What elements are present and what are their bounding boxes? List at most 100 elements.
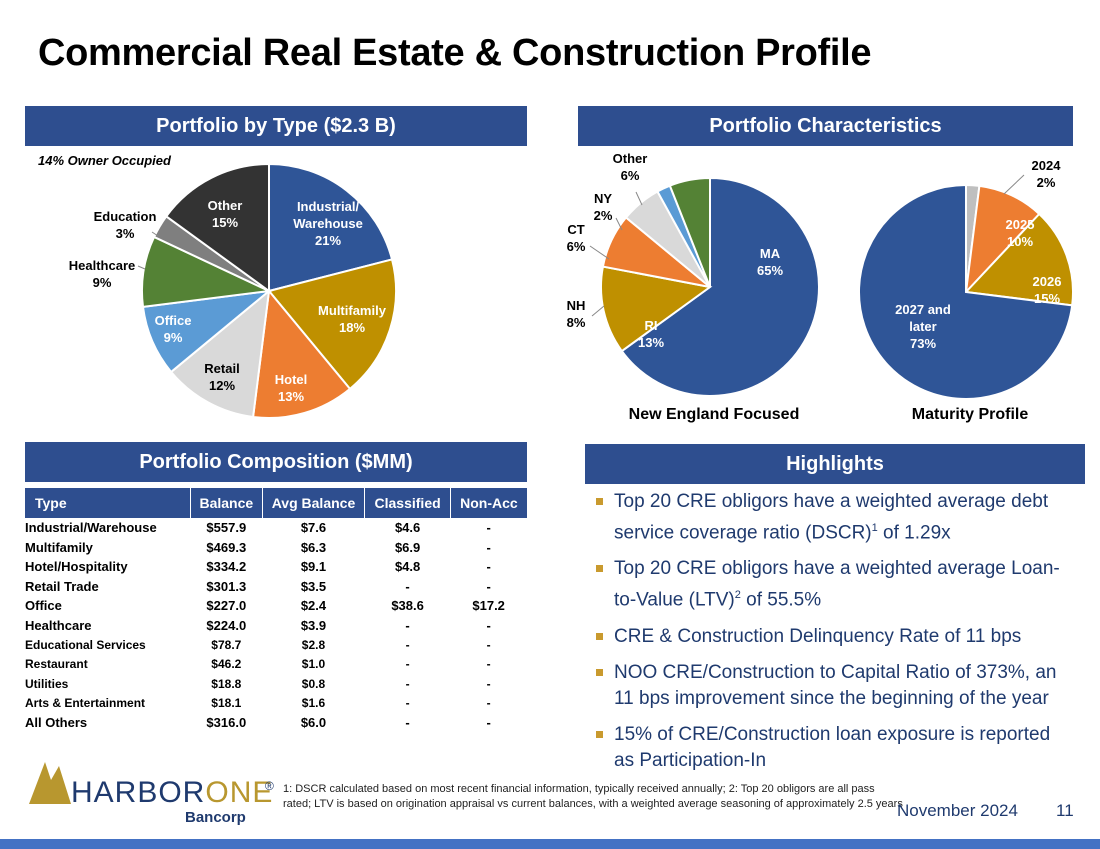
table-cell-avg-balance: $6.0 <box>300 715 327 731</box>
table-cell-balance: $46.2 <box>211 657 242 672</box>
section-header-highlights: Highlights <box>585 444 1085 484</box>
table-row: Multifamily $469.3 $6.3 $6.9 - <box>25 538 527 558</box>
table-cell-type: Retail Trade <box>25 578 99 594</box>
logo-name-part1: HARBOR <box>71 776 205 809</box>
table-cell-classified: $4.6 <box>394 520 421 536</box>
table-cell-avg-balance: $2.8 <box>301 637 326 652</box>
section-header-portfolio-composition: Portfolio Composition ($MM) <box>25 442 527 482</box>
table-cell-type: Multifamily <box>25 539 93 555</box>
pie-label-ne-ct: CT 6% <box>567 222 586 254</box>
pie-label-maturity-2026: 2026 15% <box>1033 274 1062 306</box>
pie-slice-maturity-2026 <box>963 212 1074 307</box>
table-cell-non-acc: - <box>486 559 491 575</box>
page-number: 11 <box>1056 801 1074 820</box>
table-cell-avg-balance: $6.3 <box>300 539 327 555</box>
pie-label-ne-ma: MA 65% <box>757 246 783 278</box>
pie-leader-ne-ct <box>589 245 610 260</box>
table-cell-type: All Others <box>25 715 88 731</box>
table-cell-non-acc: - <box>486 657 491 672</box>
table-cell-balance: $316.0 <box>206 715 247 731</box>
owner-occupied-note: 14% Owner Occupied <box>38 153 171 168</box>
bullet-icon <box>596 730 603 738</box>
pie-label-ne-ri: RI 13% <box>638 318 664 350</box>
footnote-ref: 1 <box>871 522 878 534</box>
table-row: Educational Services $78.7 $2.8 - - <box>25 635 527 655</box>
bullet-icon <box>596 632 603 640</box>
table-cell-type: Hotel/Hospitality <box>25 559 128 575</box>
table-cell-type: Educational Services <box>25 637 146 652</box>
bottom-accent-bar <box>0 839 1100 849</box>
page-title: Commercial Real Estate & Construction Pr… <box>38 32 872 74</box>
pie-label-type-retail: Retail 12% <box>204 361 239 393</box>
table-cell-classified: $6.9 <box>394 539 421 555</box>
pie-label-type-other: Other 15% <box>208 198 243 230</box>
table-cell-classified: $4.8 <box>394 559 421 575</box>
table-cell-avg-balance: $9.1 <box>300 559 327 575</box>
pie-label-maturity-2024: 2024 2% <box>1032 158 1062 190</box>
bullet-icon <box>596 565 603 573</box>
pie-leader-type-education <box>151 231 159 237</box>
table-row: Arts & Entertainment $18.1 $1.6 - - <box>25 694 527 714</box>
table-cell-balance: $557.9 <box>206 520 247 536</box>
table-cell-type: Healthcare <box>25 617 92 633</box>
table-cell-non-acc: - <box>486 676 491 691</box>
section-header-portfolio-by-type: Portfolio by Type ($2.3 B) <box>25 106 527 146</box>
table-cell-type: Utilities <box>25 676 69 691</box>
table-cell-non-acc: - <box>486 715 491 731</box>
pie-label-ne-nh: NH 8% <box>567 298 586 330</box>
footnote-ref: 2 <box>734 589 741 602</box>
pie-slice-ne-ma <box>620 176 820 397</box>
table-row: Restaurant $46.2 $1.0 - - <box>25 655 527 675</box>
pie-slice-type-hotel <box>251 288 352 419</box>
table-cell-avg-balance: $7.6 <box>300 520 327 536</box>
column-header-balance: Balance <box>190 488 263 518</box>
table-cell-non-acc: - <box>486 637 491 652</box>
pie-leader-maturity-2024 <box>1003 174 1025 195</box>
portfolio-by-type-pie <box>141 162 397 419</box>
chart-title-new-england: New England Focused <box>629 406 800 423</box>
table-cell-classified: - <box>405 617 410 633</box>
table-cell-type: Arts & Entertainment <box>25 696 146 711</box>
pie-slice-ne-other <box>668 176 711 288</box>
table-cell-non-acc: - <box>486 617 491 633</box>
table-cell-avg-balance: $0.8 <box>301 676 326 691</box>
svg-text:HARBORONE: HARBORONE <box>71 776 273 809</box>
maturity-profile-pie <box>858 183 1074 400</box>
table-cell-avg-balance: $1.6 <box>301 696 326 711</box>
logo-name-part2: ONE <box>205 776 273 809</box>
table-row: Utilities $18.8 $0.8 - - <box>25 674 527 694</box>
column-header-non-acc: Non-Acc <box>450 488 527 518</box>
table-cell-avg-balance: $1.0 <box>301 657 326 672</box>
table-cell-classified: - <box>405 578 410 594</box>
pie-label-type-hotel: Hotel 13% <box>275 372 308 404</box>
logo-sail-mark <box>29 762 71 804</box>
pie-label-type-industrial-warehouse: Industrial/Warehouse 21% <box>293 199 363 248</box>
table-cell-balance: $227.0 <box>206 598 247 614</box>
highlight-item: 15% of CRE/Construction loan exposure is… <box>594 722 1074 774</box>
pie-slice-ne-ri <box>600 265 713 353</box>
pie-slice-type-other <box>164 162 270 293</box>
table-cell-classified: $38.6 <box>391 598 424 614</box>
column-header-type: Type <box>25 488 192 518</box>
pie-leader-ne-other <box>635 191 643 206</box>
table-cell-balance: $224.0 <box>206 617 247 633</box>
bullet-icon <box>596 498 603 505</box>
table-cell-classified: - <box>405 637 410 652</box>
table-cell-non-acc: - <box>486 520 491 536</box>
table-header-row: Type Balance Avg Balance Classified Non-… <box>25 488 527 518</box>
highlight-item: CRE & Construction Delinquency Rate of 1… <box>594 624 1074 650</box>
harborone-logo: HARBORONE ® Bancorp <box>29 762 274 826</box>
footnote: 1: DSCR calculated based on most recent … <box>283 783 903 810</box>
table-cell-type: Industrial/Warehouse <box>25 520 157 536</box>
table-row: Office $227.0 $2.4 $38.6 $17.2 <box>25 596 527 616</box>
table-cell-type: Restaurant <box>25 657 88 672</box>
portfolio-composition-table: Type Balance Avg Balance Classified Non-… <box>25 488 527 733</box>
table-cell-avg-balance: $3.9 <box>300 617 327 633</box>
pie-label-type-healthcare: Healthcare 9% <box>69 258 135 290</box>
highlights-list: Top 20 CRE obligors have a weighted aver… <box>594 489 1074 784</box>
pie-label-ne-other: Other 6% <box>613 151 648 183</box>
pie-charts: Industrial/Warehouse 21% Multifamily 18% Hot… <box>69 151 1074 423</box>
table-row: Hotel/Hospitality $334.2 $9.1 $4.8 - <box>25 557 527 577</box>
pie-label-ne-ny: NY 2% <box>594 191 613 223</box>
pie-slice-maturity-2027-and-later <box>858 183 1074 400</box>
